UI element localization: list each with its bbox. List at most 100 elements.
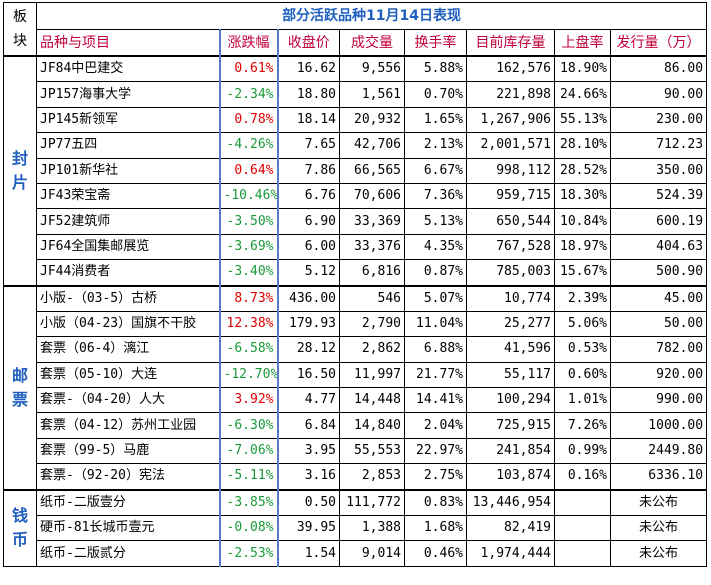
volume: 11,997 <box>339 361 405 389</box>
table-row: 钱币 纸币-二版壹分 -3.85% 0.50 111,772 0.83% 13,446,95… <box>3 488 708 567</box>
turnover-rate: 2.13% <box>404 132 467 159</box>
table-row: 套票-（92-20）宪法 -5.11% 3.16 2,853 2.75% 103,874 0… <box>4 463 708 491</box>
table-row: 套票（05-10）大连 -12.70% 16.50 11,997 21.77% 55,11… <box>4 361 708 389</box>
close-price: 6.84 <box>277 412 340 439</box>
header-stock: 目前库存量 <box>466 29 555 57</box>
close-price: 3.95 <box>277 437 340 465</box>
issue-qty: 782.00 <box>609 336 708 363</box>
table-row: 硬币-81长城币壹元 -0.08% 39.95 1,388 1.68% 82,419 未公布 <box>4 515 708 542</box>
item-name: 套票（99-5）马鹿 <box>36 437 220 465</box>
item-name: JF52建筑师 <box>36 208 220 235</box>
stock-qty: 162,576 <box>466 55 555 83</box>
change-pct: 12.38% <box>218 310 279 338</box>
issue-qty: 500.90 <box>609 259 708 287</box>
stock-qty: 650,544 <box>466 208 555 235</box>
section-label: 钱币 <box>11 506 28 550</box>
turnover-rate: 22.97% <box>404 437 467 465</box>
stock-qty: 100,294 <box>466 387 555 414</box>
turnover-rate: 0.83% <box>404 488 467 517</box>
item-name: JF44消费者 <box>36 259 220 287</box>
change-pct: -0.08% <box>218 515 279 542</box>
close-price: 6.76 <box>277 182 340 210</box>
table-row: 封片 JF84中巴建交 0.61% 16.62 9,556 5.88% 162,576 18.… <box>3 55 708 287</box>
close-price: 16.62 <box>277 55 340 83</box>
table-row: 邮票 小版-（03-5）古桥 8.73% 436.00 546 5.07% 10,774 2.… <box>3 284 708 491</box>
stock-qty: 1,267,906 <box>466 106 555 134</box>
change-pct: -6.58% <box>218 336 279 363</box>
change-pct: -7.06% <box>218 437 279 465</box>
stock-qty: 959,715 <box>466 182 555 210</box>
listing-rate: 2.39% <box>554 284 611 312</box>
corner-label: 板块 <box>13 9 27 49</box>
table-title: 部分活跃品种11月14日表现 <box>35 2 708 30</box>
table-row: 套票-（04-20）人大 3.92% 4.77 14,448 14.41% 100,294… <box>4 387 708 414</box>
stock-qty: 725,915 <box>466 412 555 439</box>
volume: 1,388 <box>339 515 405 542</box>
header-change: 涨跌幅 <box>218 29 279 57</box>
change-pct: -5.11% <box>218 463 279 491</box>
item-name: 套票-（04-20）人大 <box>36 387 220 414</box>
listing-rate: 18.97% <box>554 233 611 261</box>
item-name: JF84中巴建交 <box>36 55 220 83</box>
issue-qty: 350.00 <box>609 157 708 184</box>
table-row: 小版（04-23）国旗不干胶 12.38% 179.93 2,790 11.04% 25,… <box>4 310 708 338</box>
item-name: 小版（04-23）国旗不干胶 <box>36 310 220 338</box>
header-rate: 上盘率 <box>554 29 611 57</box>
listing-rate <box>554 540 611 567</box>
volume: 70,606 <box>339 182 405 210</box>
stock-qty: 241,854 <box>466 437 555 465</box>
volume: 2,853 <box>339 463 405 491</box>
issue-qty: 86.00 <box>609 55 708 83</box>
item-name: 套票（04-12）苏州工业园 <box>36 412 220 439</box>
stock-qty: 767,528 <box>466 233 555 261</box>
close-price: 18.80 <box>277 81 340 108</box>
issue-qty: 未公布 <box>609 515 708 542</box>
turnover-rate: 6.67% <box>404 157 467 184</box>
item-name: JP101新华社 <box>36 157 220 184</box>
table-row: 套票（04-12）苏州工业园 -6.30% 6.84 14,840 2.04% 725,9… <box>4 412 708 439</box>
title-row: 板块 部分活跃品种11月14日表现 <box>3 2 708 57</box>
table-row: 套票（06-4）漓江 -6.58% 28.12 2,862 6.88% 41,596 0.5… <box>4 336 708 363</box>
close-price: 7.86 <box>277 157 340 184</box>
listing-rate: 0.53% <box>554 336 611 363</box>
volume: 111,772 <box>339 488 405 517</box>
change-pct: 0.64% <box>218 157 279 184</box>
corner-label-cell: 板块 <box>3 2 37 57</box>
item-name: JP77五四 <box>36 132 220 159</box>
header-turnover: 换手率 <box>404 29 467 57</box>
close-price: 6.90 <box>277 208 340 235</box>
table-row: JF43荣宝斋 -10.46% 6.76 70,606 7.36% 959,715 18.3… <box>4 182 708 210</box>
table-row: JP101新华社 0.64% 7.86 66,565 6.67% 998,112 28.52… <box>4 157 708 184</box>
header-issue: 发行量（万） <box>609 29 708 57</box>
volume: 14,840 <box>339 412 405 439</box>
item-name: 套票-（92-20）宪法 <box>36 463 220 491</box>
change-pct: -6.30% <box>218 412 279 439</box>
table-row: JF44消费者 -3.40% 5.12 6,816 0.87% 785,003 15.67%… <box>4 259 708 287</box>
stock-qty: 41,596 <box>466 336 555 363</box>
stock-qty: 55,117 <box>466 361 555 389</box>
close-price: 3.16 <box>277 463 340 491</box>
turnover-rate: 0.87% <box>404 259 467 287</box>
listing-rate <box>554 488 611 517</box>
stock-qty: 103,874 <box>466 463 555 491</box>
volume: 66,565 <box>339 157 405 184</box>
table-row: JP77五四 -4.26% 7.65 42,706 2.13% 2,001,571 28.1… <box>4 132 708 159</box>
item-name: JP157海事大学 <box>36 81 220 108</box>
stock-qty: 2,001,571 <box>466 132 555 159</box>
turnover-rate: 1.65% <box>404 106 467 134</box>
close-price: 1.54 <box>277 540 340 567</box>
table-row: 套票（99-5）马鹿 -7.06% 3.95 55,553 22.97% 241,854 0… <box>4 437 708 465</box>
listing-rate: 0.16% <box>554 463 611 491</box>
close-price: 4.77 <box>277 387 340 414</box>
header-close: 收盘价 <box>277 29 340 57</box>
listing-rate <box>554 515 611 542</box>
volume: 2,862 <box>339 336 405 363</box>
listing-rate: 0.99% <box>554 437 611 465</box>
volume: 9,014 <box>339 540 405 567</box>
section-label-cell: 钱币 <box>3 488 37 567</box>
stock-qty: 10,774 <box>466 284 555 312</box>
issue-qty: 未公布 <box>609 540 708 567</box>
turnover-rate: 5.07% <box>404 284 467 312</box>
section-label: 封片 <box>11 148 28 192</box>
header-volume: 成交量 <box>339 29 405 57</box>
